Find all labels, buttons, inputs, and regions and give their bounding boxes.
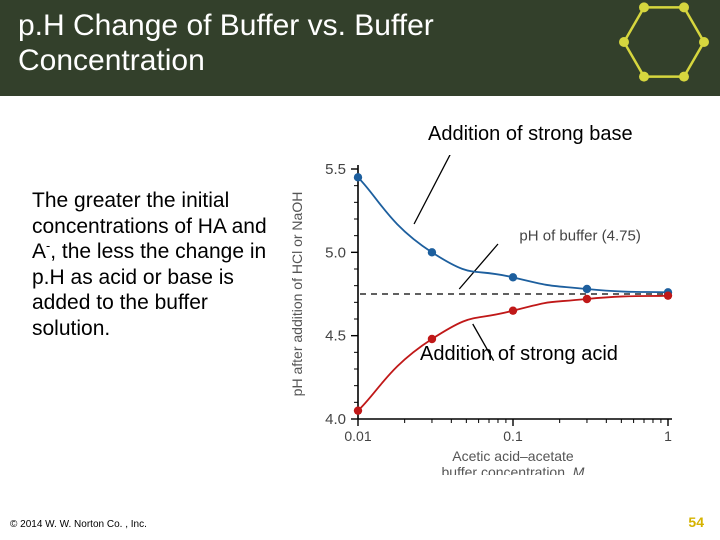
hexagon-icon — [604, 0, 720, 108]
title-bar: p.H Change of Buffer vs. Buffer Concentr… — [0, 0, 720, 96]
svg-text:pH of buffer (4.75): pH of buffer (4.75) — [519, 228, 640, 245]
svg-text:5.5: 5.5 — [325, 161, 346, 178]
svg-text:0.1: 0.1 — [503, 428, 523, 444]
slide-title: p.H Change of Buffer vs. Buffer Concentr… — [18, 8, 605, 79]
slide: p.H Change of Buffer vs. Buffer Concentr… — [0, 0, 720, 540]
svg-text:pH after addition of HCl or Na: pH after addition of HCl or NaOH — [289, 192, 305, 397]
svg-text:4.5: 4.5 — [325, 328, 346, 345]
annotation-strong-acid: Addition of strong acid — [420, 343, 618, 366]
chart-container: Addition of strong base 4.04.55.05.50.01… — [280, 155, 710, 475]
svg-text:5.0: 5.0 — [325, 244, 346, 261]
svg-text:4.0: 4.0 — [325, 411, 346, 428]
buffer-chart: 4.0 4.5 5.0 5.5 0.01 0.1 1 Acetic acid–acetateb… — [280, 155, 710, 475]
slide-number: 54 — [688, 514, 704, 530]
svg-text:0.01: 0.01 — [344, 428, 371, 444]
svg-text:buffer concentration, M: buffer concentration, M — [442, 464, 585, 475]
svg-text:Acetic acid–acetate: Acetic acid–acetate — [452, 448, 574, 464]
svg-text:1: 1 — [664, 428, 672, 444]
copyright: © 2014 W. W. Norton Co. , Inc. — [10, 519, 147, 530]
body-paragraph: The greater the initial concentrations o… — [32, 188, 272, 342]
annotation-strong-base: Addition of strong base — [428, 123, 633, 146]
